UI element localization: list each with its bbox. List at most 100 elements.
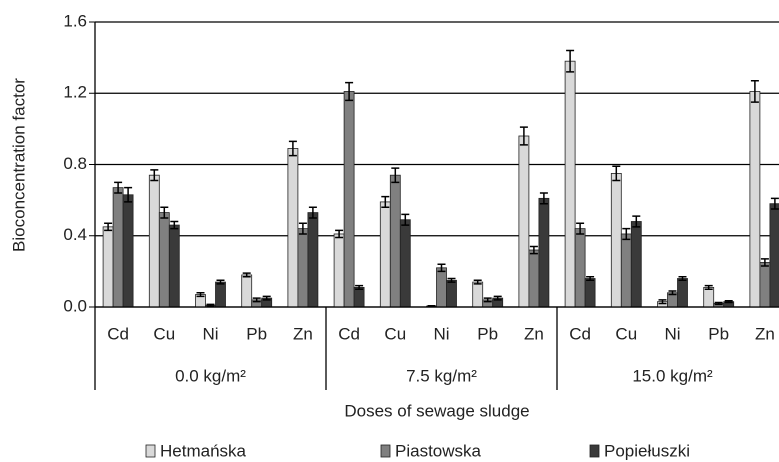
legend-label: Hetmańska [160,441,247,460]
bar [168,224,180,308]
bar [297,228,309,308]
error-bar [668,290,677,296]
y-axis-title: Bioconcentration factor [9,78,28,252]
error-bar [216,279,225,285]
bar [399,219,411,308]
x-tick-label: Pb [246,324,267,343]
bar [389,174,401,308]
error-bar [345,81,354,102]
bar [122,194,134,308]
bar [215,281,226,308]
y-tick-label: 0.4 [63,225,87,244]
x-tick-label: Pb [477,324,498,343]
legend-label: Piastowska [395,441,482,460]
error-bar [493,295,502,301]
error-bar [576,222,585,235]
error-bar [483,297,492,303]
error-bar [724,300,733,304]
x-tick-label: Zn [293,324,313,343]
x-tick-label: Ni [433,324,449,343]
legend-label: Popiełuszki [604,441,690,460]
error-bar [437,263,446,273]
error-bar [308,206,317,219]
error-bar [335,229,344,239]
error-bar [566,49,575,73]
group-label: 7.5 kg/m² [406,366,477,385]
error-bar [355,284,364,290]
y-tick-label: 1.2 [63,83,87,102]
bar [112,187,124,308]
error-bar [288,140,297,157]
error-bar [196,292,205,298]
group-label: 15.0 kg/m² [632,366,713,385]
error-bar [381,195,390,208]
error-bar [391,167,400,184]
error-bar [539,192,548,205]
group-label: 0.0 kg/m² [175,366,246,385]
x-tick-label: Cu [153,324,175,343]
error-bar [124,186,133,203]
error-bar [622,227,631,241]
bar [446,279,457,308]
bar [307,212,319,308]
x-tick-label: Cd [107,324,129,343]
error-bar [160,206,169,219]
y-tick-label: 0.8 [63,154,87,173]
x-tick-label: Ni [202,324,218,343]
x-tick-label: Cd [338,324,360,343]
error-bar [658,299,667,305]
bar [703,287,715,308]
x-tick-label: Ni [664,324,680,343]
error-bar [262,295,271,301]
error-bar [170,220,179,230]
error-bar [519,126,528,146]
error-bar [632,215,641,228]
x-tick-label: Pb [708,324,729,343]
bar [379,201,391,308]
bar [102,226,114,308]
bar [620,233,632,308]
bar [610,173,622,308]
error-bar [678,275,687,282]
bar [564,60,576,308]
error-bar [714,301,723,306]
bar [769,203,779,308]
x-axis-title: Doses of sewage sludge [344,401,529,420]
error-bar [206,303,215,307]
bar [749,91,761,308]
bar [759,262,771,308]
error-bar [750,80,759,103]
error-bar [704,284,713,290]
x-tick-label: Zn [755,324,775,343]
bar [528,249,540,308]
error-bar [401,213,410,226]
bar [677,278,688,308]
y-tick-label: 1.6 [63,11,87,30]
bar [472,281,484,308]
bar [518,135,530,308]
x-tick-label: Cu [615,324,637,343]
error-bar [104,222,113,232]
error-bar [473,279,482,285]
bar [436,267,447,308]
bar [584,278,596,308]
error-bar [114,181,123,194]
x-tick-label: Cu [384,324,406,343]
y-tick-label: 0.0 [63,296,87,315]
error-bar [770,197,779,210]
bar [343,91,355,308]
error-bar [529,245,538,255]
bar [158,212,170,308]
bar [287,148,299,308]
error-bar [447,277,456,283]
error-bar [242,272,251,278]
error-bar [612,165,621,182]
bar [630,221,642,308]
legend-swatch [380,444,391,458]
x-tick-label: Cd [569,324,591,343]
bar [353,287,365,308]
error-bar [150,169,159,182]
bar [574,228,586,308]
error-bar [586,275,595,282]
error-bar [252,297,261,303]
